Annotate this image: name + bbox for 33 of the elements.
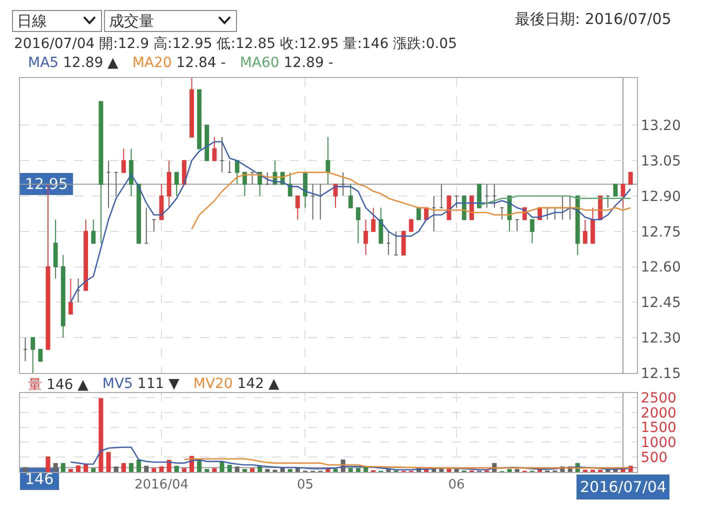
y-tick-label: 12.75 (640, 224, 681, 240)
text: 111 ▼ (136, 376, 180, 392)
text: MA60 (240, 55, 280, 71)
text: MA5 (28, 55, 59, 71)
y-tick-label: 12.60 (640, 260, 681, 276)
ref-line-label: 12.95 (20, 173, 73, 196)
x-tick-label: 06 (448, 478, 465, 493)
y-tick-label: 2500 (640, 390, 676, 406)
y-tick-label: 2000 (640, 405, 676, 422)
y-tick-label: 1500 (640, 420, 676, 436)
text: MA20 (132, 55, 172, 71)
y-tick-label: 500 (640, 450, 668, 466)
chart-title: 最後日期: 2016/07/05 (515, 10, 672, 29)
y-tick-label: 12.15 (640, 366, 681, 382)
y-tick-label: 12.90 (640, 188, 681, 205)
y-tick-label: 1000 (640, 435, 676, 452)
text: 146 ▲ (45, 377, 88, 393)
x-tick-label: 05 (296, 478, 314, 493)
x-tick-label: 2016/07/04 (580, 478, 666, 496)
ref-line-label: 146 (20, 468, 59, 490)
text: MV20 (193, 376, 233, 392)
text: 量 (28, 377, 42, 393)
y-tick-label: 12.45 (640, 295, 681, 312)
text: 12.89 ▲ (62, 55, 118, 71)
y-tick-label: 13.05 (640, 154, 681, 170)
text: 12.84 - (175, 55, 226, 71)
y-tick-label: 13.20 (640, 118, 681, 134)
chart-subtitle: 2016/07/04 開:12.9 高:12.95 低:12.85 收:12.95 量:146 漲跌:0.05 (14, 35, 457, 53)
y-tick-label: 12.30 (640, 330, 681, 346)
x-tick-label: 2016/04 (134, 478, 188, 493)
text: MV5 (102, 376, 133, 392)
text: 142 ▲ (236, 376, 280, 392)
text: 12.89 - (282, 55, 334, 71)
